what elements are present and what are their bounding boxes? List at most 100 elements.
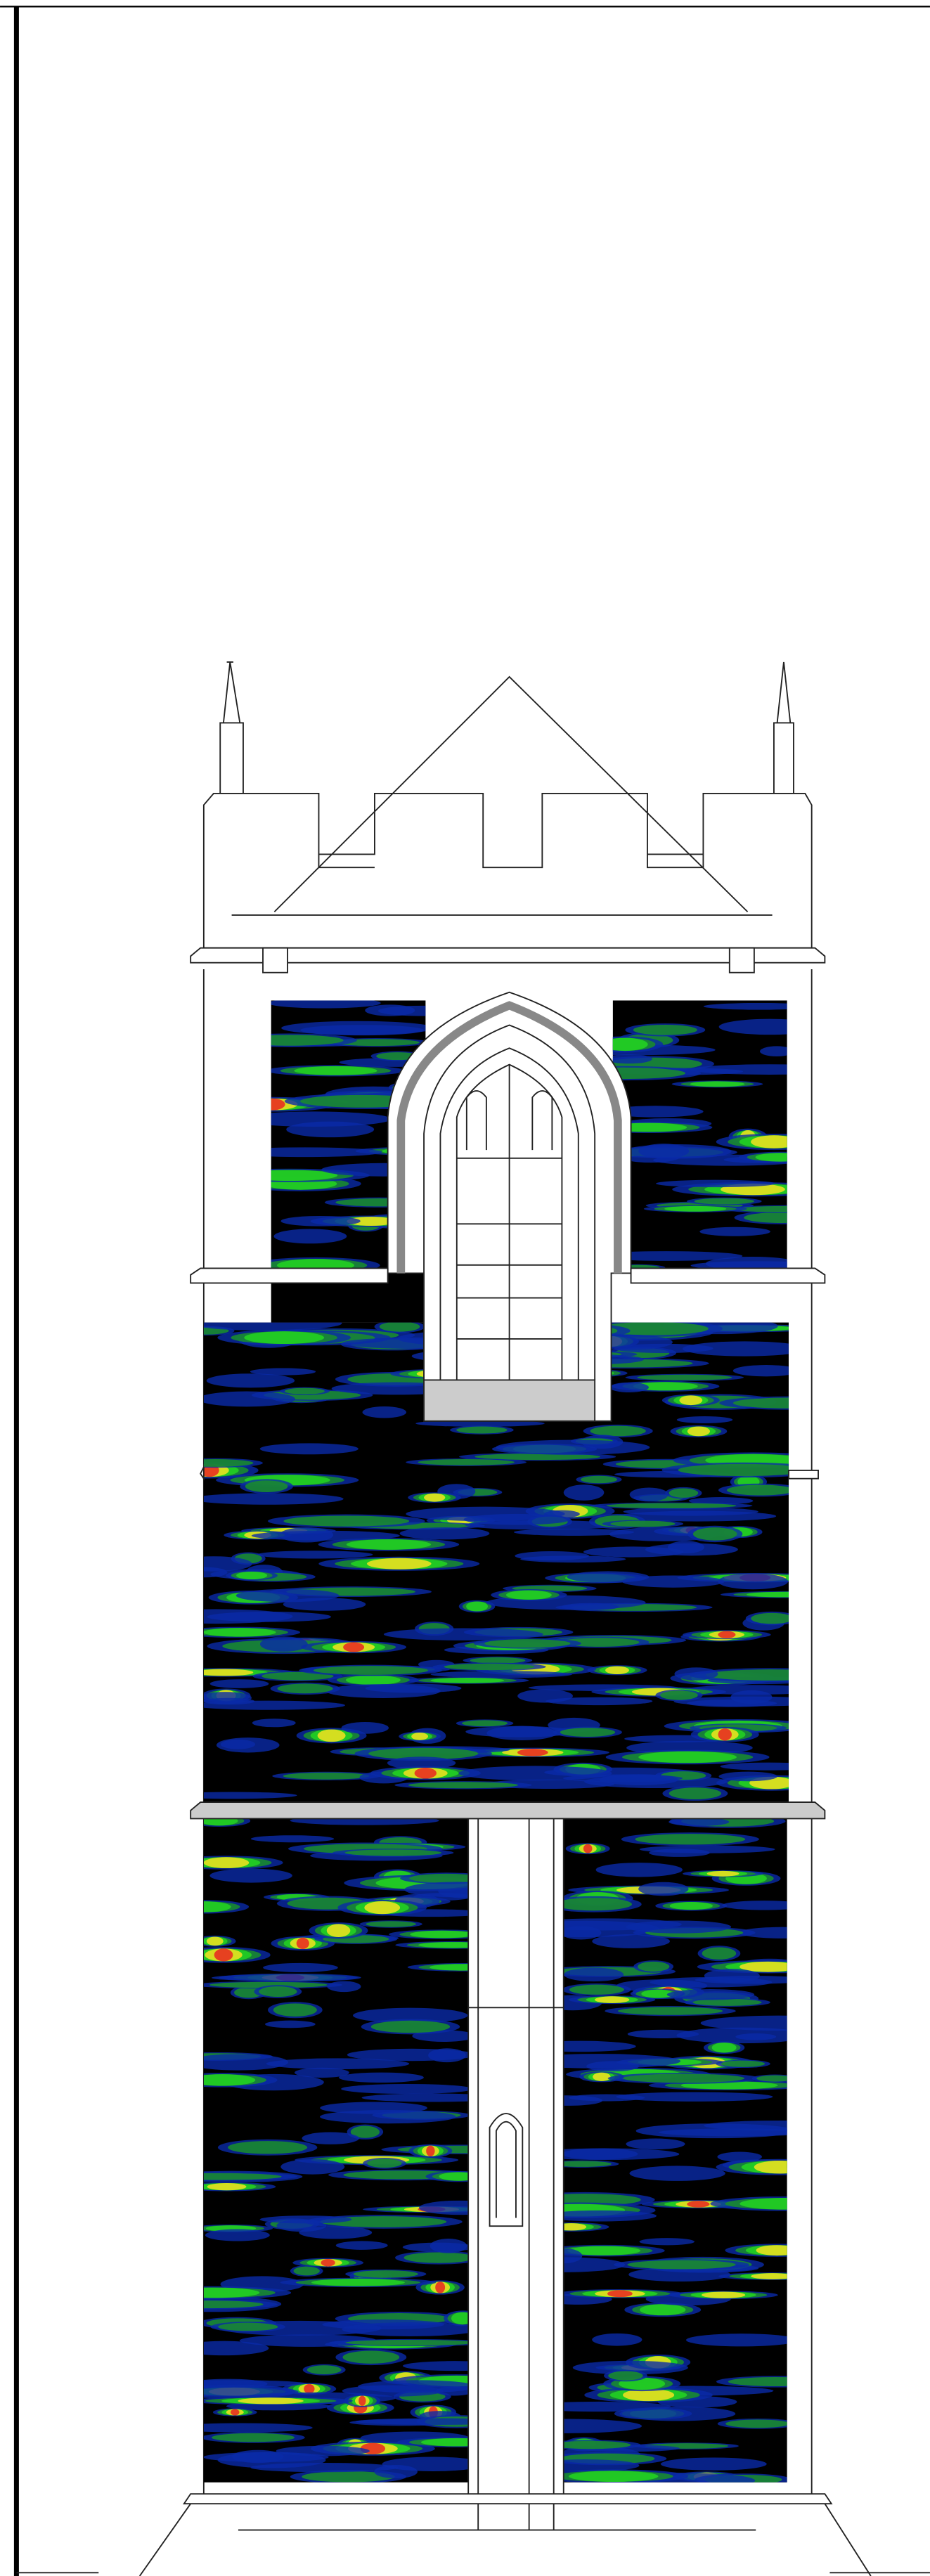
heat-streak: [263, 1962, 338, 1972]
heat-streak: [236, 1571, 268, 1579]
heat-streak: [259, 1098, 285, 1111]
heat-streak: [235, 1588, 340, 1603]
heat-streak: [629, 2166, 725, 2181]
string-course: [630, 1267, 826, 1284]
heat-streak: [515, 1551, 590, 1561]
heat-streak: [311, 2279, 405, 2286]
string-course: [190, 1267, 389, 1284]
heat-streak: [705, 1256, 789, 1271]
heat-streak: [505, 1590, 552, 1600]
heat-streak: [203, 1459, 254, 1467]
heat-streak: [299, 2226, 373, 2239]
heat-streak: [660, 2457, 767, 2471]
heat-streak: [296, 1937, 309, 1949]
heat-streak: [203, 2300, 264, 2309]
heat-streak: [732, 1397, 789, 1409]
heat-streak: [718, 1018, 789, 1035]
spires: [219, 661, 794, 794]
heat-streak: [718, 1728, 732, 1741]
heat-streak: [629, 1487, 669, 1502]
heat-streak: [608, 2371, 643, 2381]
heat-streak: [560, 1926, 602, 1940]
heat-streak: [658, 2128, 789, 2137]
heat-streak: [207, 1611, 332, 1622]
heat-streak: [259, 2215, 352, 2224]
heat-streak: [367, 2158, 402, 2168]
heat-streak: [564, 1967, 624, 1982]
heat-streak: [203, 1669, 254, 1676]
heat-streak: [605, 1054, 652, 1064]
heat-streak: [692, 1307, 789, 1315]
heat-streak: [418, 1459, 515, 1465]
heat-streak: [694, 1198, 754, 1205]
heat-streak: [560, 1728, 616, 1737]
heat-streak: [456, 1426, 508, 1434]
heat-streak: [280, 2159, 345, 2175]
heat-streak: [228, 2141, 308, 2154]
heat-streak: [414, 1767, 437, 1779]
heat-streak: [550, 2440, 631, 2449]
heat-streak: [353, 2007, 468, 2024]
heat-streak: [203, 1628, 276, 1637]
heat-streak: [251, 1530, 400, 1541]
heat-streak: [320, 2109, 456, 2124]
heat-streak: [583, 1546, 684, 1558]
heat-streak: [470, 1657, 526, 1664]
heat-streak: [346, 1539, 432, 1550]
heat-streak: [379, 1321, 420, 1332]
heat-streak: [637, 1374, 732, 1380]
heat-streak: [567, 1571, 650, 1583]
heat-streak: [638, 1882, 689, 1896]
heat-streak: [699, 1289, 745, 1295]
heat-streak: [746, 1591, 789, 1598]
heat-streak: [382, 2457, 484, 2471]
heat-streak: [295, 2067, 349, 2078]
heat-streak: [350, 2125, 380, 2138]
heat-streak: [572, 2360, 688, 2375]
heat-streak: [444, 1663, 535, 1671]
heat-streak: [751, 2273, 789, 2279]
heat-streak: [302, 2132, 359, 2144]
heat-streak: [347, 1217, 396, 1226]
heat-streak: [633, 1382, 698, 1391]
heat-streak: [740, 1961, 789, 1972]
heat-streak: [569, 1984, 624, 1995]
heat-streak: [399, 1527, 490, 1540]
heat-streak: [690, 1081, 745, 1087]
heat-streak: [751, 1135, 789, 1148]
heat-streak: [668, 1294, 789, 1305]
ledge: [200, 1466, 819, 1481]
heat-streak: [435, 2386, 474, 2396]
heat-streak: [428, 2048, 466, 2063]
heat-streak: [685, 2334, 789, 2347]
heat-streak: [430, 2239, 467, 2253]
heat-streak: [619, 2406, 736, 2421]
heat-streak: [339, 2072, 424, 2083]
heat-streak: [687, 1426, 711, 1437]
heat-streak: [466, 1601, 489, 1612]
heat-streak: [366, 1558, 432, 1569]
heat-streak: [690, 1064, 789, 1075]
heat-streak: [430, 1671, 572, 1678]
heat-streak: [569, 2094, 645, 2102]
heat-streak: [203, 1391, 295, 1407]
heat-streak: [683, 1341, 789, 1357]
heat-streak: [265, 2020, 316, 2028]
heat-streak: [283, 1515, 410, 1527]
heat-streak: [461, 1720, 508, 1727]
heat-streak: [702, 2291, 746, 2298]
heat-streak: [345, 2339, 477, 2346]
heat-streak: [306, 2365, 342, 2375]
heat-streak: [623, 1507, 758, 1516]
cornice: [190, 947, 826, 964]
heat-streak: [623, 1144, 732, 1159]
heat-streak: [711, 2043, 737, 2053]
heat-streak: [403, 2252, 474, 2263]
heat-streak: [721, 2060, 766, 2067]
heat-streak: [364, 1901, 401, 1915]
heat-streak: [465, 1726, 574, 1737]
heat-streak: [610, 1520, 676, 1527]
heat-streak: [709, 1307, 789, 1314]
heat-streak: [259, 1636, 308, 1652]
heat-streak: [313, 1666, 429, 1675]
